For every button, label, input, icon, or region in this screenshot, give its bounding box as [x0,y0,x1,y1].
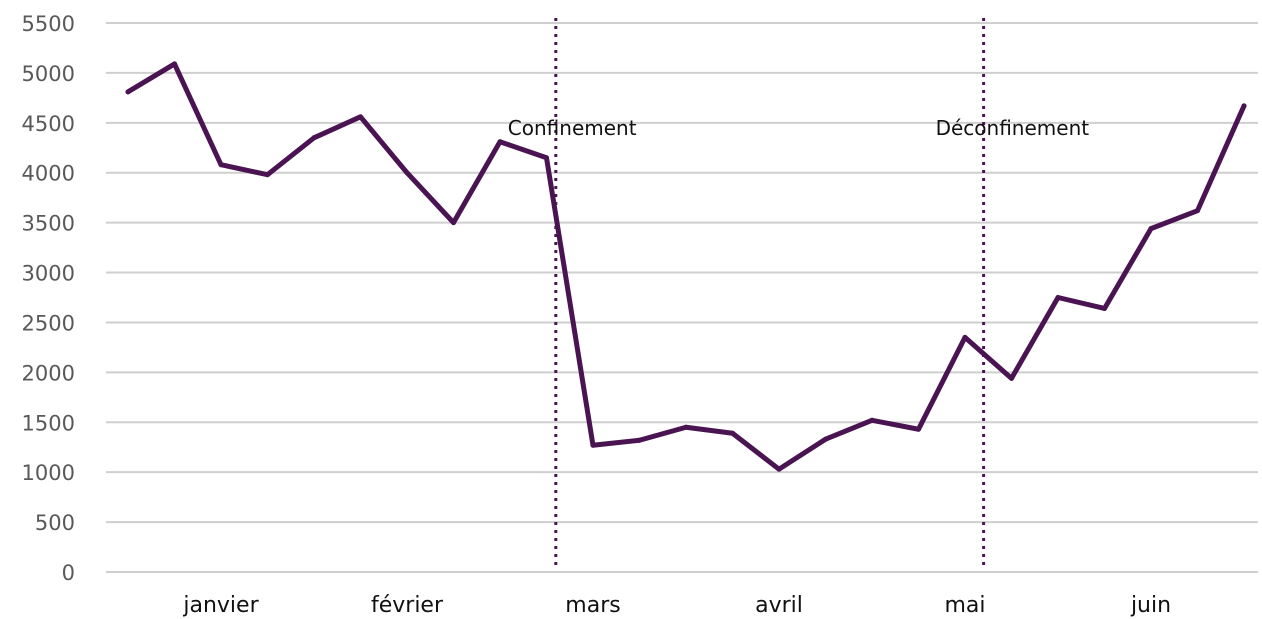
x-tick-label: mai [944,593,985,618]
y-tick-label: 4500 [22,112,75,136]
x-tick-label: mars [565,593,620,618]
x-tick-label: avril [755,593,803,618]
data-point [730,430,735,436]
data-point [451,220,456,226]
data-point [869,417,875,423]
data-point [218,162,224,168]
event-annotation: Confinement [508,116,637,140]
data-point [637,437,642,443]
x-tick-label: janvier [182,593,259,618]
y-tick-label: 0 [62,561,75,585]
data-point [1009,375,1014,381]
data-point [172,61,177,67]
x-tick-label: février [371,593,444,618]
data-point [265,172,270,178]
data-point [962,334,968,340]
data-point [544,155,549,161]
y-tick-label: 3000 [22,262,75,286]
data-point [916,426,921,432]
data-point [404,170,410,176]
y-tick-label: 3500 [22,212,75,236]
y-tick-label: 500 [35,511,75,535]
data-point [1148,226,1154,232]
y-tick-label: 1000 [22,461,75,485]
y-tick-label: 2000 [22,361,75,385]
data-point [358,114,363,120]
y-tick-label: 5500 [22,12,75,36]
data-point [823,436,828,442]
y-tick-label: 1500 [22,411,75,435]
data-point [497,139,503,145]
x-tick-label: juin [1130,593,1171,618]
data-point [1241,103,1247,109]
y-tick-label: 2500 [22,311,75,335]
event-annotation: Déconfinement [936,116,1090,140]
data-point [1055,295,1061,300]
data-point [776,466,782,472]
y-tick-label: 4000 [22,162,75,186]
y-tick-label: 5000 [22,62,75,86]
data-point [1195,208,1200,214]
data-point [311,135,317,141]
data-point [590,442,596,448]
data-point [125,89,131,95]
data-point [1102,305,1107,311]
data-point [683,424,689,430]
